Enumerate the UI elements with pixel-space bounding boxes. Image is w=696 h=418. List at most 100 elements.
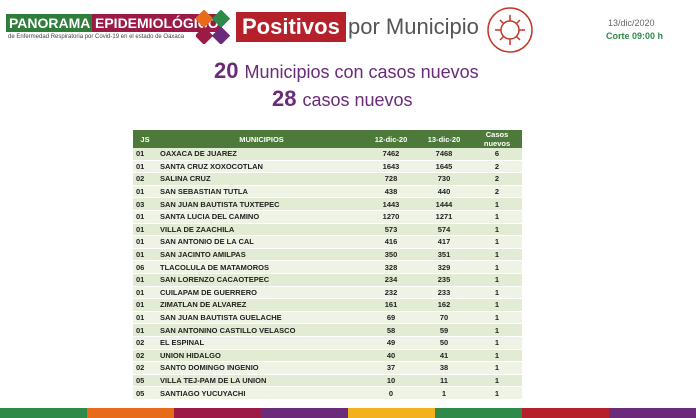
table-cell: 1 [472, 311, 522, 325]
table-row: 02 EL ESPINAL 49 50 1 [133, 336, 522, 350]
table-cell: SANTIAGO YUCUYACHI [157, 386, 366, 400]
summary-line: 28 casos nuevos [272, 86, 413, 112]
table-cell: 01 [133, 286, 157, 300]
table-cell: 37 [366, 361, 416, 375]
cases-table: JS MUNICIPIOS 12-dic-20 13-dic-20 Casos nuev… [133, 130, 522, 400]
table-cell: 02 [133, 361, 157, 375]
table-cell: 328 [366, 260, 416, 274]
table-cell: EL ESPINAL [157, 336, 366, 350]
table-cell: 11 [416, 374, 472, 388]
table-cell: 235 [416, 273, 472, 287]
table-cell: 02 [133, 349, 157, 363]
title: por Municipio [348, 14, 479, 39]
table-cell: 06 [133, 260, 157, 274]
table-cell: SAN JUAN BAUTISTA GUELACHE [157, 311, 366, 325]
table-row: 05 SANTIAGO YUCUYACHI 0 1 1 [133, 386, 522, 400]
table-cell: VILLA TEJ-PAM DE LA UNION [157, 374, 366, 388]
table-cell: 49 [366, 336, 416, 350]
table-cell: 58 [366, 323, 416, 337]
table-cell: 1 [472, 260, 522, 274]
table-cell: 2 [472, 160, 522, 174]
table-cell: 38 [416, 361, 472, 375]
table-cell: 01 [133, 323, 157, 337]
table-cell: 02 [133, 336, 157, 350]
table-cell: 40 [366, 349, 416, 363]
table-row: 02 UNION HIDALGO 40 41 1 [133, 349, 522, 363]
table-cell: 1 [472, 298, 522, 312]
table-row: 01 OAXACA DE JUAREZ 7462 7468 6 [133, 148, 522, 161]
table-cell: 573 [366, 223, 416, 237]
column-header: Casos nuevos [472, 130, 522, 148]
table-cell: SAN LORENZO CACAOTEPEC [157, 273, 366, 287]
table-cell: 6 [472, 148, 522, 161]
table-cell: 730 [416, 172, 472, 186]
table-cell: 1 [472, 374, 522, 388]
table-cell: 234 [366, 273, 416, 287]
table-cell: 02 [133, 172, 157, 186]
table-cell: 01 [133, 273, 157, 287]
table-cell: 1 [472, 336, 522, 350]
table-cell: 01 [133, 298, 157, 312]
table-cell: 1271 [416, 210, 472, 224]
table-cell: 438 [366, 185, 416, 199]
table-cell: 574 [416, 223, 472, 237]
table-cell: SAN JACINTO AMILPAS [157, 248, 366, 262]
table-row: 05 VILLA TEJ-PAM DE LA UNION 10 11 1 [133, 374, 522, 388]
table-cell: 440 [416, 185, 472, 199]
table-cell: 1 [416, 386, 472, 400]
table-cell: 10 [366, 374, 416, 388]
table-cell: 05 [133, 386, 157, 400]
table-cell: 162 [416, 298, 472, 312]
label: casos nuevos [302, 90, 413, 110]
table-cell: 161 [366, 298, 416, 312]
table-cell: 1 [472, 273, 522, 287]
count: 20 [214, 58, 239, 83]
table-row: 01 SAN SEBASTIAN TUTLA 438 440 2 [133, 185, 522, 199]
brand: EPIDEMIOLÓGICO [92, 14, 222, 32]
table-cell: 01 [133, 148, 157, 161]
table-cell: SANTA LUCIA DEL CAMINO [157, 210, 366, 224]
date: 13/dic/2020 [608, 18, 655, 28]
table-cell: 01 [133, 235, 157, 249]
column-header: MUNICIPIOS [157, 130, 366, 148]
table-cell: ZIMATLAN DE ALVAREZ [157, 298, 366, 312]
table-cell: 1 [472, 349, 522, 363]
table-cell: 1 [472, 248, 522, 262]
brand: PANORAMA [6, 14, 94, 32]
virus-icon [487, 7, 533, 53]
table-cell: 351 [416, 248, 472, 262]
table-row: 01 SAN LORENZO CACAOTEPEC 234 235 1 [133, 273, 522, 287]
table-cell: SAN JUAN BAUTISTA TUXTEPEC [157, 197, 366, 211]
table-cell: 1 [472, 386, 522, 400]
cut-time: Corte 09:00 h [606, 31, 664, 41]
table-cell: 1 [472, 323, 522, 337]
table-cell: 70 [416, 311, 472, 325]
table-cell: SANTA CRUZ XOXOCOTLAN [157, 160, 366, 174]
table-cell: 03 [133, 197, 157, 211]
table-cell: 2 [472, 185, 522, 199]
table-row: 06 TLACOLULA DE MATAMOROS 328 329 1 [133, 260, 522, 274]
table-cell: 1 [472, 223, 522, 237]
table-row: 01 SANTA LUCIA DEL CAMINO 1270 1271 1 [133, 210, 522, 224]
table-row: 01 SAN JUAN BAUTISTA GUELACHE 69 70 1 [133, 311, 522, 325]
table-cell: 50 [416, 336, 472, 350]
table-cell: 59 [416, 323, 472, 337]
table-cell: TLACOLULA DE MATAMOROS [157, 260, 366, 274]
table-cell: SAN SEBASTIAN TUTLA [157, 185, 366, 199]
logo [196, 10, 230, 44]
table-cell: SALINA CRUZ [157, 172, 366, 186]
table-cell: 01 [133, 311, 157, 325]
brand-subtitle: de Enfermedad Respiratoria por Covid-19 … [8, 34, 185, 40]
table-row: 03 SAN JUAN BAUTISTA TUXTEPEC 1443 1444 1 [133, 197, 522, 211]
table-body: 01 OAXACA DE JUAREZ 7462 7468 6 01 SANTA CRUZ … [133, 148, 522, 400]
table-row: 01 VILLA DE ZAACHILA 573 574 1 [133, 223, 522, 237]
table-cell: 7462 [366, 148, 416, 161]
table-cell: 69 [366, 311, 416, 325]
table-cell: 232 [366, 286, 416, 300]
table-cell: 41 [416, 349, 472, 363]
table-cell: CUILAPAM DE GUERRERO [157, 286, 366, 300]
table-cell: 1 [472, 361, 522, 375]
column-header: 13-dic-20 [416, 130, 472, 148]
summary-line: 20 Municipios con casos nuevos [214, 58, 479, 84]
table-cell: 0 [366, 386, 416, 400]
